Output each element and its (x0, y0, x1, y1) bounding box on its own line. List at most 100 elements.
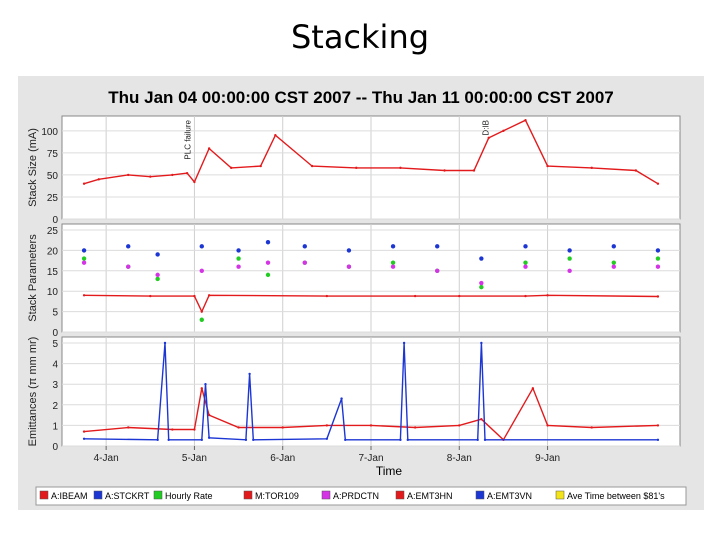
data-point (281, 426, 284, 429)
data-point (274, 134, 277, 137)
data-point (204, 383, 207, 386)
data-point (390, 264, 396, 269)
legend-label: A:PRDCTN (333, 491, 379, 501)
y-tick-label: 25 (47, 193, 59, 204)
legend-item: Hourly Rate (153, 490, 213, 501)
data-point (230, 166, 233, 170)
data-point (200, 387, 203, 390)
y-tick-label: 2 (52, 401, 58, 412)
legend-label: A:IBEAM (51, 491, 88, 501)
data-point (655, 256, 661, 261)
data-point (259, 164, 262, 168)
y-tick-label: 1 (52, 421, 58, 432)
data-point (82, 430, 86, 433)
data-point (546, 424, 549, 427)
data-point (82, 294, 86, 297)
data-point (355, 166, 358, 170)
data-point (567, 268, 572, 273)
chart-annotation: D:IB (481, 120, 490, 136)
data-point (402, 341, 406, 345)
series-a-emt3hn (82, 294, 660, 314)
chart-panel-2: 0 5 10 15 20 25 Stack Parameters (27, 223, 681, 339)
x-tick-label: 4-Jan (94, 453, 119, 464)
data-point (325, 437, 329, 440)
data-point (567, 256, 572, 261)
y-axis-label: Stack Parameters (27, 234, 39, 322)
data-point (458, 294, 461, 298)
data-point (480, 341, 483, 345)
series-a-stckrt (81, 240, 661, 261)
legend-item: A:STCKRT (93, 490, 150, 501)
y-axis-label: Emittances (π mm mr) (27, 337, 39, 447)
data-point (185, 171, 189, 175)
data-point (479, 284, 484, 290)
slide-title: Stacking (290, 18, 430, 56)
data-point (523, 244, 528, 249)
data-point (344, 438, 347, 442)
data-point (634, 169, 638, 172)
legend-swatch (395, 490, 405, 500)
data-point (97, 178, 100, 181)
x-tick-label: 6-Jan (270, 453, 295, 464)
data-point (413, 426, 417, 429)
data-point (310, 164, 314, 168)
data-point (252, 438, 255, 442)
data-point (171, 173, 174, 177)
series-a-prdctn (81, 260, 661, 286)
y-tick-label: 5 (52, 339, 58, 350)
data-point (149, 175, 152, 178)
y-axis-label: Stack Size (mA) (27, 128, 39, 207)
data-point (487, 136, 490, 140)
data-point (346, 264, 352, 269)
data-point (199, 244, 204, 249)
data-point (236, 248, 241, 253)
y-tick-label: 5 (52, 308, 58, 319)
legend-item: Ave Time between $81's (555, 490, 665, 501)
legend-label: M:TOR109 (255, 491, 299, 501)
data-point (149, 294, 152, 298)
data-point (167, 438, 170, 442)
data-point (236, 256, 241, 261)
y-tick-label: 15 (47, 267, 59, 278)
y-tick-label: 0 (52, 442, 58, 453)
data-point (390, 260, 396, 265)
legend-swatch (555, 490, 565, 500)
x-axis-label: Time (376, 464, 403, 478)
legend-label: A:STCKRT (105, 491, 150, 501)
chart-header: Thu Jan 04 00:00:00 CST 2007 -- Thu Jan … (108, 88, 614, 107)
legend-label: Ave Time between $81's (567, 491, 665, 501)
legend-swatch (475, 490, 485, 500)
data-point (523, 260, 528, 265)
chart-annotation: PLC failure (183, 119, 192, 159)
series-a-emt3vn (82, 341, 660, 442)
data-point (171, 428, 174, 431)
data-point (193, 428, 196, 431)
data-point (126, 264, 131, 269)
legend-label: A:EMT3HN (407, 491, 453, 501)
legend-item: A:EMT3HN (395, 490, 453, 501)
data-point (476, 438, 479, 442)
data-point (567, 248, 572, 253)
data-point (207, 413, 211, 417)
data-point (302, 244, 307, 249)
data-point (406, 438, 409, 442)
data-point (200, 310, 203, 313)
y-tick-label: 0 (52, 215, 58, 226)
data-point (479, 280, 484, 286)
data-point (390, 244, 396, 249)
y-tick-label: 3 (52, 380, 58, 391)
data-point (590, 166, 593, 170)
data-point (265, 272, 271, 278)
x-tick-label: 7-Jan (358, 453, 383, 464)
data-point (435, 244, 440, 249)
data-point (127, 173, 130, 177)
data-point (479, 256, 484, 261)
y-tick-label: 100 (41, 127, 58, 138)
data-point (590, 426, 593, 429)
legend-label: A:EMT3VN (487, 491, 532, 501)
data-point (413, 294, 417, 298)
x-tick-label: 9-Jan (535, 453, 560, 464)
series-line (84, 386, 658, 441)
data-point (156, 438, 159, 442)
